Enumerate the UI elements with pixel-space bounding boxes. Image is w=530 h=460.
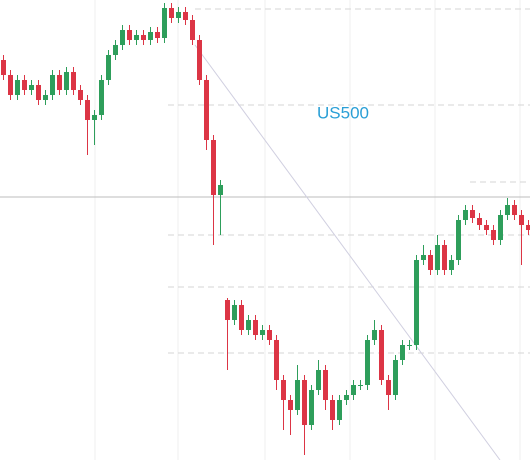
- candle-body: [309, 390, 314, 425]
- candle-body: [113, 45, 118, 55]
- candle-body: [190, 20, 195, 40]
- candle-body: [78, 90, 83, 100]
- candle-body: [64, 72, 69, 90]
- candle-body: [512, 205, 517, 215]
- candle-body: [428, 255, 433, 270]
- candle-body: [176, 12, 181, 18]
- candle-body: [505, 205, 510, 215]
- candles: [1, 3, 530, 455]
- candle-body: [456, 220, 461, 260]
- candle-body: [526, 225, 530, 230]
- candle-body: [8, 75, 13, 95]
- candle-body: [85, 100, 90, 120]
- candle-body: [323, 370, 328, 400]
- candle-body: [260, 330, 265, 335]
- symbol-label: US500: [317, 103, 369, 122]
- candle-body: [393, 360, 398, 395]
- candle-body: [253, 320, 258, 335]
- candle-body: [50, 75, 55, 95]
- candle-body: [225, 300, 230, 320]
- candle-body: [197, 40, 202, 80]
- candle-body: [414, 260, 419, 345]
- candle-body: [1, 60, 6, 75]
- candle-body: [71, 72, 76, 90]
- candle-body: [92, 115, 97, 120]
- candle-body: [43, 95, 48, 100]
- candle-body: [449, 260, 454, 270]
- candle-body: [442, 245, 447, 270]
- candle-body: [155, 32, 160, 38]
- candle-body: [477, 218, 482, 225]
- candle-body: [267, 330, 272, 340]
- candle-body: [316, 370, 321, 390]
- candle-body: [379, 330, 384, 380]
- candle-body: [351, 385, 356, 395]
- candle-body: [281, 380, 286, 400]
- candle-body: [148, 32, 153, 40]
- candle-body: [498, 215, 503, 240]
- candle-body: [288, 400, 293, 410]
- candle-body: [57, 75, 62, 90]
- candle-body: [162, 8, 167, 38]
- candle-body: [36, 85, 41, 100]
- candle-body: [386, 380, 391, 395]
- candle-body: [519, 215, 524, 225]
- candle-body: [463, 210, 468, 220]
- trend-line: [194, 44, 501, 460]
- candle-body: [22, 80, 27, 90]
- candle-body: [274, 340, 279, 380]
- candle-body: [218, 185, 223, 195]
- candle-body: [169, 8, 174, 18]
- candle-body: [435, 245, 440, 270]
- candle-body: [239, 305, 244, 330]
- candle-body: [211, 140, 216, 195]
- candle-body: [232, 305, 237, 320]
- candle-body: [484, 225, 489, 230]
- candle-body: [29, 85, 34, 90]
- candle-body: [470, 210, 475, 218]
- candle-body: [358, 385, 363, 386]
- candle-body: [302, 380, 307, 425]
- candle-body: [120, 30, 125, 45]
- candle-body: [15, 80, 20, 95]
- candle-body: [204, 80, 209, 140]
- candle-body: [407, 345, 412, 346]
- candle-body: [491, 230, 496, 240]
- candle-body: [183, 12, 188, 20]
- candle-body: [372, 330, 377, 340]
- candle-body: [295, 380, 300, 410]
- candle-body: [337, 400, 342, 420]
- candle-body: [134, 35, 139, 40]
- candle-body: [127, 30, 132, 40]
- candle-body: [99, 80, 104, 115]
- candle-body: [365, 340, 370, 385]
- candle-body: [106, 55, 111, 80]
- candle-body: [344, 395, 349, 400]
- candle-body: [421, 255, 426, 260]
- candle-body: [141, 35, 146, 40]
- candle-body: [246, 320, 251, 330]
- candle-body: [400, 345, 405, 360]
- candle-body: [330, 400, 335, 420]
